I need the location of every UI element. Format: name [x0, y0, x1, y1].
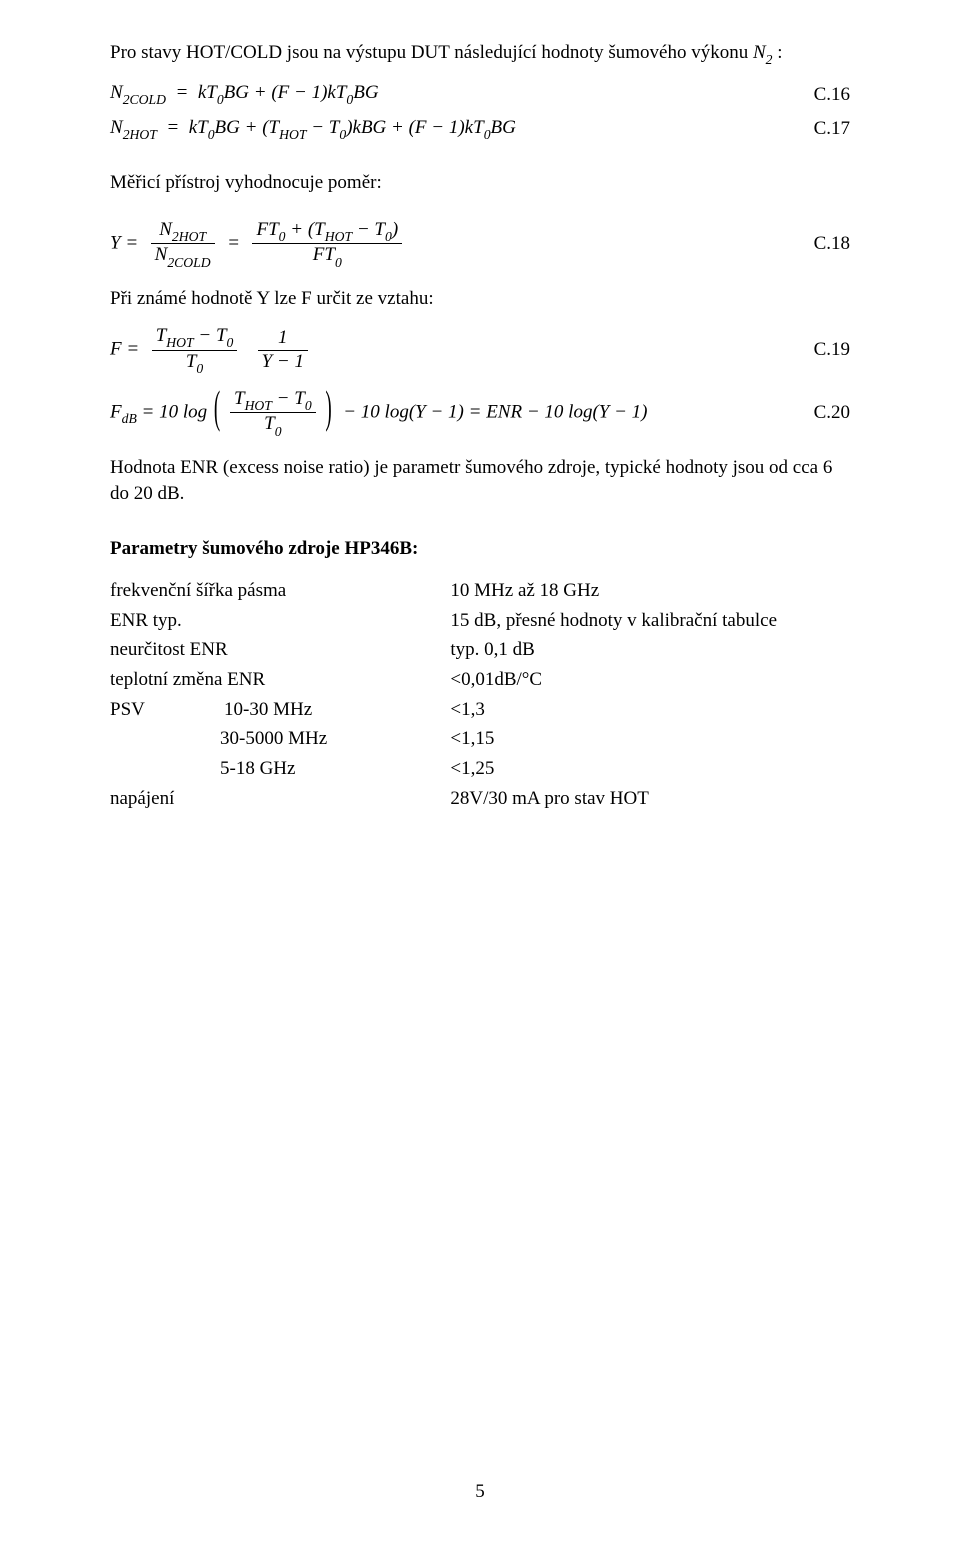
param-value: 15 dB, přesné hodnoty v kalibrační tabul… — [450, 606, 850, 636]
psv-label-text: PSV — [110, 699, 145, 720]
equation-c16: N2COLD = kT0BG + (F − 1)kT0BG C.16 — [110, 82, 850, 107]
table-row: PSV 10-30 MHz <1,3 — [110, 695, 850, 725]
psv-range: 5-18 GHz — [110, 754, 450, 784]
table-row: 30-5000 MHz <1,15 — [110, 724, 850, 754]
equation-c20-body: FdB = 10 log ( THOT − T0 T0 ) − 10 log(Y… — [110, 389, 648, 438]
table-row: 5-18 GHz <1,25 — [110, 754, 850, 784]
param-value: 10 MHz až 18 GHz — [450, 576, 850, 606]
param-label: frekvenční šířka pásma — [110, 576, 450, 606]
psv-value: <1,3 — [450, 695, 850, 725]
equation-c18: Y = N2HOT N2COLD = FT0 + (THOT − T0) FT0… — [110, 220, 850, 269]
intro-paragraph: Pro stavy HOT/COLD jsou na výstupu DUT n… — [110, 40, 850, 68]
equation-c19: F = THOT − T0 T0 1 Y − 1 C.19 — [110, 326, 850, 375]
supply-value: 28V/30 mA pro stav HOT — [450, 784, 850, 814]
page-number: 5 — [0, 1481, 960, 1503]
page: Pro stavy HOT/COLD jsou na výstupu DUT n… — [0, 0, 960, 1543]
enr-text: Hodnota ENR (excess noise ratio) je para… — [110, 455, 850, 506]
equation-c19-label: C.19 — [794, 339, 850, 361]
param-label: neurčitost ENR — [110, 635, 450, 665]
psv-range: 10-30 MHz — [224, 699, 312, 720]
equation-c16-label: C.16 — [794, 84, 850, 106]
equation-c17-label: C.17 — [794, 118, 850, 140]
table-row: napájení 28V/30 mA pro stav HOT — [110, 784, 850, 814]
measuring-text: Měřicí přístroj vyhodnocuje poměr: — [110, 170, 850, 196]
params-table: frekvenční šířka pásma 10 MHz až 18 GHz … — [110, 576, 850, 813]
param-label: teplotní změna ENR — [110, 665, 450, 695]
equation-c17: N2HOT = kT0BG + (THOT − T0)kBG + (F − 1)… — [110, 117, 850, 142]
equation-c20: FdB = 10 log ( THOT − T0 T0 ) − 10 log(Y… — [110, 389, 850, 438]
equation-c17-body: N2HOT = kT0BG + (THOT − T0)kBG + (F − 1)… — [110, 117, 516, 142]
intro-text: Pro stavy HOT/COLD jsou na výstupu DUT n… — [110, 42, 753, 63]
psv-range: 30-5000 MHz — [110, 724, 450, 754]
psv-value: <1,15 — [450, 724, 850, 754]
intro-tail: : — [773, 42, 783, 63]
equation-c18-label: C.18 — [794, 233, 850, 255]
table-row: ENR typ. 15 dB, přesné hodnoty v kalibra… — [110, 606, 850, 636]
params-heading: Parametry šumového zdroje HP346B: — [110, 536, 850, 562]
equation-c19-body: F = THOT − T0 T0 1 Y − 1 — [110, 326, 311, 375]
param-label: ENR typ. — [110, 606, 450, 636]
equation-c18-body: Y = N2HOT N2COLD = FT0 + (THOT − T0) FT0 — [110, 220, 405, 269]
param-value: typ. 0,1 dB — [450, 635, 850, 665]
equation-c16-body: N2COLD = kT0BG + (F − 1)kT0BG — [110, 82, 379, 107]
supply-label: napájení — [110, 784, 450, 814]
psv-value: <1,25 — [450, 754, 850, 784]
equation-c20-label: C.20 — [794, 402, 850, 424]
param-value: <0,01dB/°C — [450, 665, 850, 695]
table-row: frekvenční šířka pásma 10 MHz až 18 GHz — [110, 576, 850, 606]
table-row: neurčitost ENR typ. 0,1 dB — [110, 635, 850, 665]
table-row: teplotní změna ENR <0,01dB/°C — [110, 665, 850, 695]
psv-label: PSV 10-30 MHz — [110, 695, 450, 725]
known-y-text: Při známé hodnotě Y lze F určit ze vztah… — [110, 286, 850, 312]
